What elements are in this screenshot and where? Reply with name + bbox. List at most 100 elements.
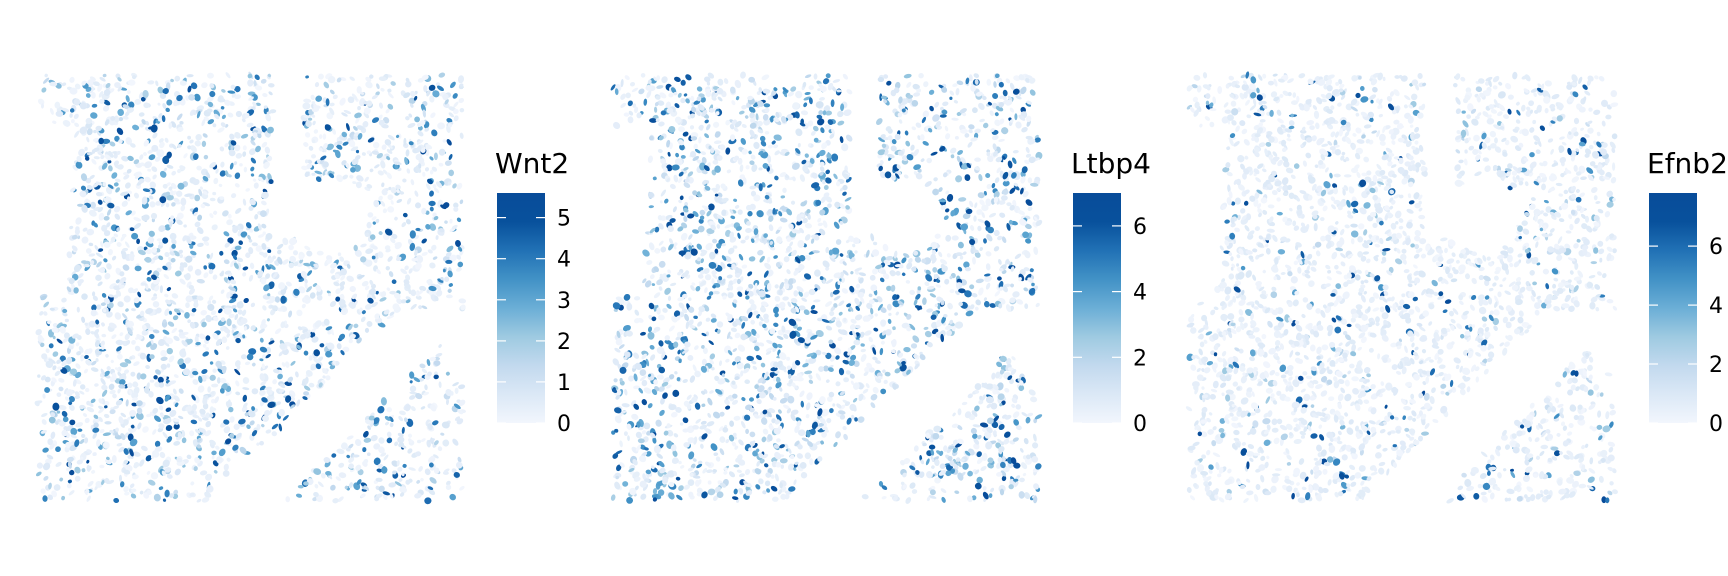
cell-spot [933, 274, 939, 280]
cell-spot [209, 374, 216, 381]
cell-spot [103, 370, 110, 377]
cell-spot [895, 270, 901, 276]
cell-spot [883, 379, 888, 385]
cell-spot [818, 149, 826, 157]
cell-spot [127, 433, 134, 442]
cell-spot [242, 377, 250, 384]
cell-spot [151, 295, 158, 301]
cell-spot [1001, 475, 1007, 482]
cell-spot [815, 440, 822, 446]
cell-spot [132, 75, 137, 80]
cell-spot [114, 432, 119, 437]
cell-spot [768, 424, 774, 431]
cell-spot [254, 214, 259, 220]
cell-spot [825, 279, 834, 284]
cell-spot [313, 349, 321, 357]
cell-spot [105, 82, 111, 89]
cell-spot [191, 404, 197, 411]
cell-spot [979, 395, 983, 401]
cell-spot [163, 167, 168, 172]
cell-spot [374, 496, 380, 502]
cell-spot [925, 458, 930, 466]
cell-spot [845, 176, 852, 183]
cell-spot [145, 120, 150, 126]
cell-spot [52, 365, 57, 371]
cell-spot [819, 228, 826, 236]
cell-spot [1009, 119, 1014, 123]
cell-spot [794, 267, 803, 272]
cell-spot [697, 460, 703, 465]
cell-spot [800, 201, 807, 207]
cell-spot [745, 428, 749, 434]
cell-spot [131, 232, 139, 240]
cell-spot [227, 90, 236, 94]
cell-spot [928, 444, 936, 450]
cell-spot [196, 278, 205, 284]
cell-spot [164, 224, 171, 231]
cell-spot [720, 183, 726, 189]
cell-spot [946, 464, 953, 471]
cell-spot [46, 454, 54, 460]
cell-spot [759, 135, 766, 142]
cell-spot [307, 270, 313, 276]
cell-spot [376, 153, 383, 159]
cell-spot [279, 383, 286, 389]
cell-spot [302, 396, 308, 401]
cell-spot [745, 204, 752, 211]
cell-spot [429, 190, 434, 197]
cell-spot [833, 173, 838, 180]
cell-spot [212, 332, 219, 340]
cell-spot [878, 165, 883, 172]
cell-spot [381, 466, 388, 474]
cell-spot [424, 497, 432, 505]
cell-spot [298, 286, 306, 294]
cell-spot [817, 222, 824, 227]
cell-spot [85, 328, 91, 335]
cell-spot [803, 291, 810, 298]
cell-spot [96, 261, 102, 268]
cell-spot [1001, 195, 1008, 201]
cell-spot [158, 241, 164, 246]
cell-spot [976, 209, 983, 215]
cell-spot [895, 311, 899, 316]
cell-spot [159, 285, 164, 294]
cell-spot [433, 187, 440, 194]
cell-spot [127, 90, 131, 94]
cell-spot [721, 209, 727, 216]
cell-spot [119, 332, 124, 337]
cell-spot [926, 471, 933, 479]
cell-spot [656, 307, 661, 315]
cell-spot [194, 109, 203, 114]
cell-spot [998, 303, 1003, 309]
cell-spot [751, 360, 757, 365]
cell-spot [46, 320, 52, 325]
cell-spot [119, 277, 127, 284]
cell-spot [342, 346, 350, 353]
cell-spot [336, 343, 342, 350]
cell-spot [272, 255, 277, 260]
cell-spot [269, 295, 276, 302]
cell-spot [393, 292, 401, 300]
cell-spot [387, 103, 394, 110]
cell-spot [954, 135, 959, 140]
cell-spot [427, 423, 433, 431]
cell-spot [453, 206, 459, 212]
cell-spot [160, 363, 167, 370]
cell-spot [92, 147, 100, 153]
cell-spot [624, 75, 630, 81]
cell-spot [338, 299, 346, 307]
cell-spot [82, 227, 88, 232]
cell-spot [688, 491, 694, 498]
cell-spot [672, 450, 678, 457]
cell-spot [158, 113, 163, 119]
cell-spot [101, 345, 105, 350]
cell-spot [204, 430, 212, 437]
cell-spot [186, 454, 192, 460]
cell-spot [1025, 102, 1032, 107]
cell-spot [93, 328, 100, 335]
cell-spot [92, 182, 100, 188]
cell-spot [221, 336, 228, 344]
cell-spot [81, 260, 88, 264]
cell-spot [719, 411, 725, 417]
cell-spot [363, 430, 369, 438]
